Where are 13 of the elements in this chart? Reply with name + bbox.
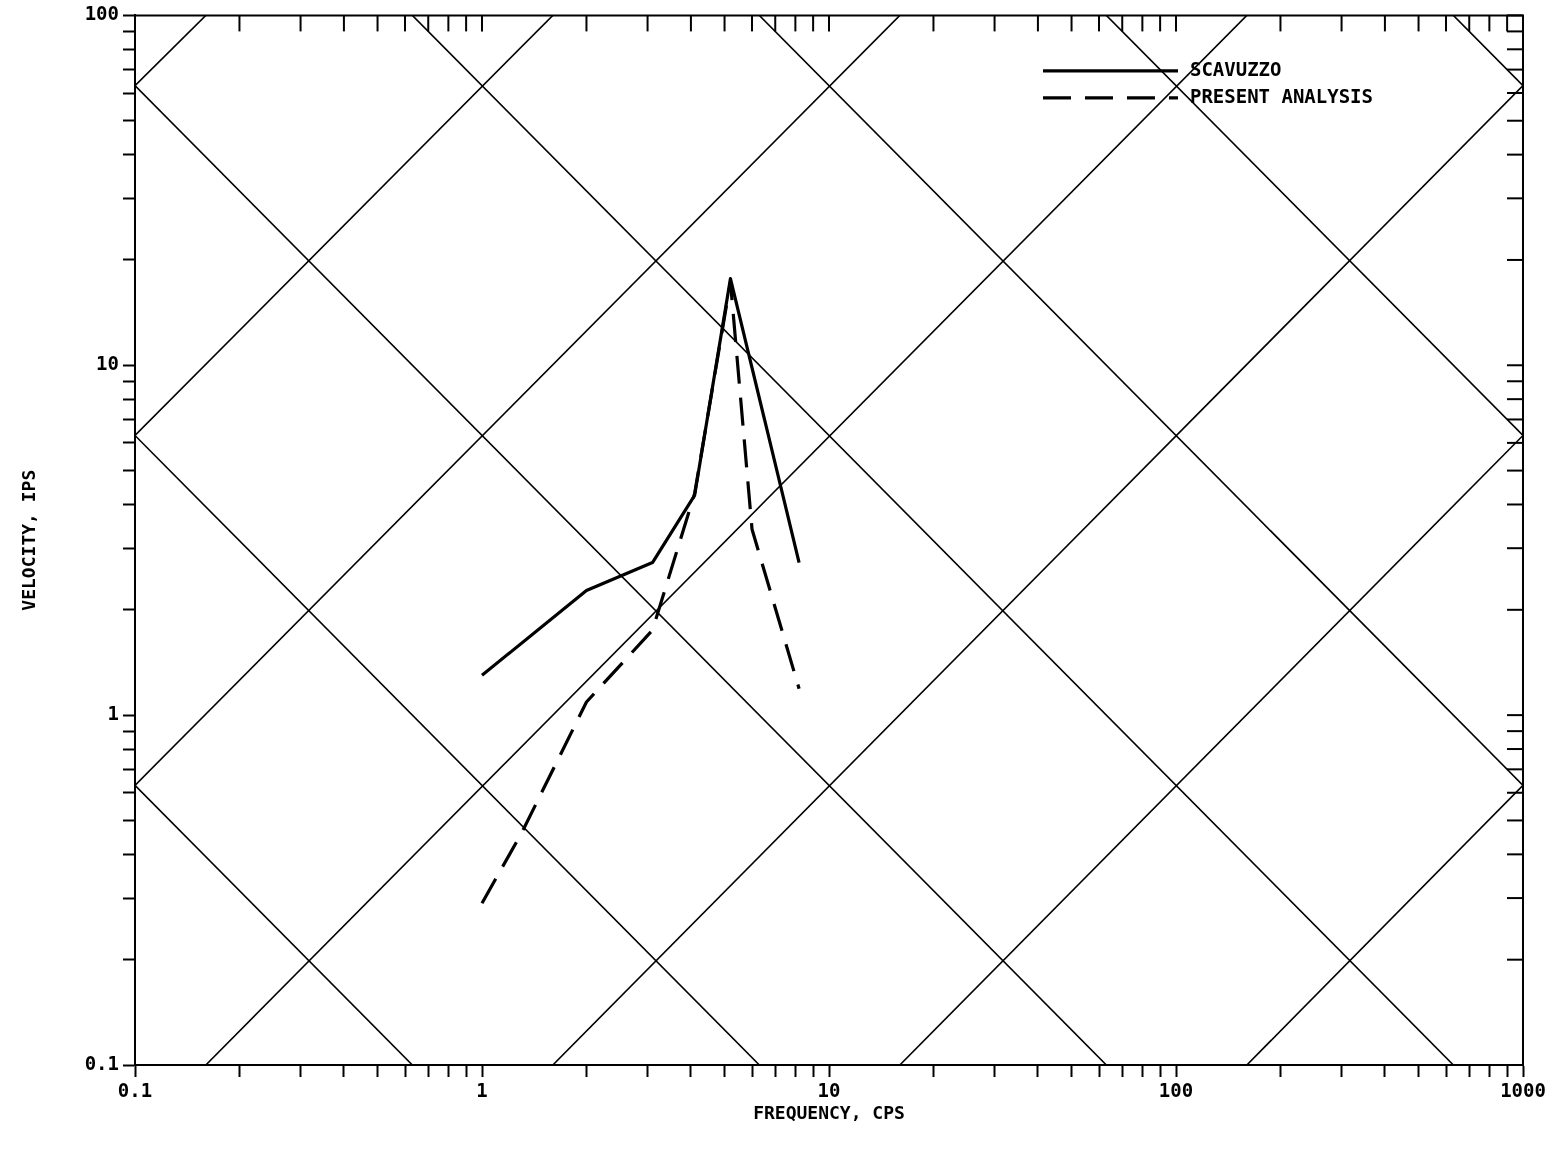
y-tick-label: 1 [107,702,119,725]
text: PRESENT ANALYSIS [1189,84,1374,107]
x-tick-label: 1000 [1500,1079,1546,1102]
x-axis-title: FREQUENCY, CPS [753,1101,905,1123]
x-tick-label: 100 [1158,1079,1194,1102]
y-tick-label: 10 [96,352,119,375]
y-tick-label: 0.1 [84,1051,119,1074]
y-axis-title: VELOCITY, IPS [18,469,40,611]
x-tick-label: 0.1 [117,1079,153,1102]
y-tick-label: 100 [84,2,119,25]
x-tick-label: 10 [817,1079,841,1102]
text: SCAVUZZO [1189,57,1282,80]
x-tick-label: 1 [476,1079,488,1102]
